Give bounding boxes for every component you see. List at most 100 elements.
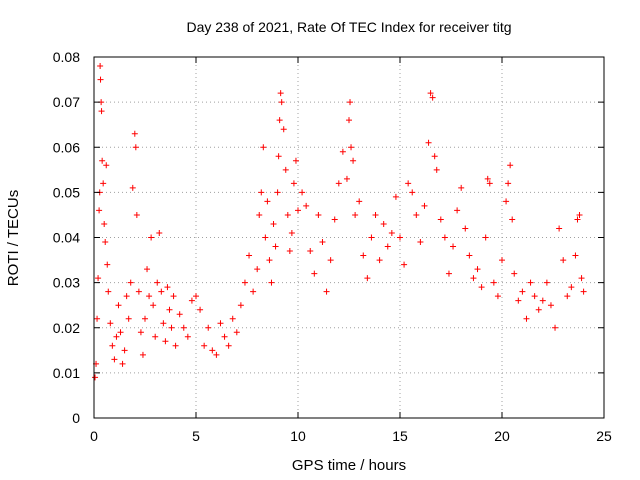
data-point xyxy=(250,288,257,295)
data-point xyxy=(431,153,438,160)
data-point xyxy=(95,275,102,282)
y-tick-label: 0.02 xyxy=(53,320,80,336)
data-point xyxy=(425,139,432,146)
data-point xyxy=(270,220,277,227)
data-point xyxy=(405,180,412,187)
data-point xyxy=(133,211,140,218)
data-point xyxy=(119,360,126,367)
data-point xyxy=(376,257,383,264)
data-point xyxy=(150,302,157,309)
data-point xyxy=(556,225,563,232)
data-point xyxy=(101,220,108,227)
data-point xyxy=(274,189,281,196)
x-tick-label: 25 xyxy=(596,428,612,444)
data-point xyxy=(445,270,452,277)
data-point xyxy=(99,157,106,164)
data-point xyxy=(384,243,391,250)
data-point xyxy=(288,229,295,236)
data-point xyxy=(347,99,354,106)
data-point xyxy=(104,261,111,268)
data-point xyxy=(109,342,116,349)
data-point xyxy=(129,184,136,191)
data-point xyxy=(290,180,297,187)
data-point xyxy=(470,275,477,282)
data-point xyxy=(268,279,275,286)
y-tick-label: 0.07 xyxy=(53,94,80,110)
data-point xyxy=(154,279,161,286)
grid-lines xyxy=(94,57,604,418)
data-point xyxy=(547,302,554,309)
data-point xyxy=(458,184,465,191)
data-point xyxy=(160,320,167,327)
data-point xyxy=(229,315,236,322)
data-points xyxy=(92,63,587,381)
data-point xyxy=(360,252,367,259)
data-point xyxy=(482,234,489,241)
y-tick-label: 0.03 xyxy=(53,275,80,291)
data-point xyxy=(572,252,579,259)
data-point xyxy=(144,266,151,273)
data-point xyxy=(454,207,461,214)
y-tick-label: 0.05 xyxy=(53,184,80,200)
data-point xyxy=(552,324,559,331)
data-point xyxy=(256,211,263,218)
data-point xyxy=(241,279,248,286)
data-point xyxy=(568,284,575,291)
data-point xyxy=(105,288,112,295)
data-point xyxy=(417,239,424,246)
data-point xyxy=(97,63,104,70)
data-point xyxy=(462,225,469,232)
data-point xyxy=(260,144,267,151)
data-point xyxy=(188,297,195,304)
data-point xyxy=(262,234,269,241)
data-point xyxy=(576,211,583,218)
data-point xyxy=(356,198,363,205)
data-point xyxy=(98,108,105,115)
data-point xyxy=(560,257,567,264)
data-point xyxy=(427,90,434,97)
data-point xyxy=(511,270,518,277)
data-point xyxy=(368,234,375,241)
data-point xyxy=(474,266,481,273)
data-point xyxy=(392,193,399,200)
data-point xyxy=(509,216,516,223)
data-point xyxy=(580,288,587,295)
data-point xyxy=(127,279,134,286)
y-tick-label: 0.04 xyxy=(53,230,80,246)
data-point xyxy=(397,234,403,241)
data-point xyxy=(539,297,546,304)
data-point xyxy=(441,234,448,241)
y-tick-label: 0.08 xyxy=(53,49,80,65)
data-point xyxy=(450,243,457,250)
data-point xyxy=(107,320,114,327)
data-point xyxy=(350,157,357,164)
data-point xyxy=(284,211,291,218)
data-point xyxy=(507,162,514,169)
data-point xyxy=(499,257,505,264)
data-point xyxy=(156,229,163,236)
data-point xyxy=(486,180,493,187)
data-point xyxy=(125,315,132,322)
y-tick-label: 0.06 xyxy=(53,139,80,155)
data-point xyxy=(319,239,326,246)
data-point xyxy=(96,207,103,214)
data-point xyxy=(276,117,283,124)
data-point xyxy=(135,288,142,295)
data-point xyxy=(348,144,355,151)
data-point xyxy=(484,175,491,182)
data-point xyxy=(221,333,228,340)
data-point xyxy=(478,284,485,291)
data-point xyxy=(421,202,428,209)
data-point xyxy=(574,216,581,223)
data-point xyxy=(266,257,273,264)
data-point xyxy=(295,207,301,214)
data-point xyxy=(346,117,352,124)
data-point xyxy=(148,234,155,241)
data-point xyxy=(578,275,585,282)
data-point xyxy=(409,189,416,196)
data-point xyxy=(523,315,530,322)
data-point xyxy=(401,261,408,268)
y-tick-label: 0 xyxy=(72,410,80,426)
data-point xyxy=(162,338,169,345)
data-point xyxy=(100,180,107,187)
